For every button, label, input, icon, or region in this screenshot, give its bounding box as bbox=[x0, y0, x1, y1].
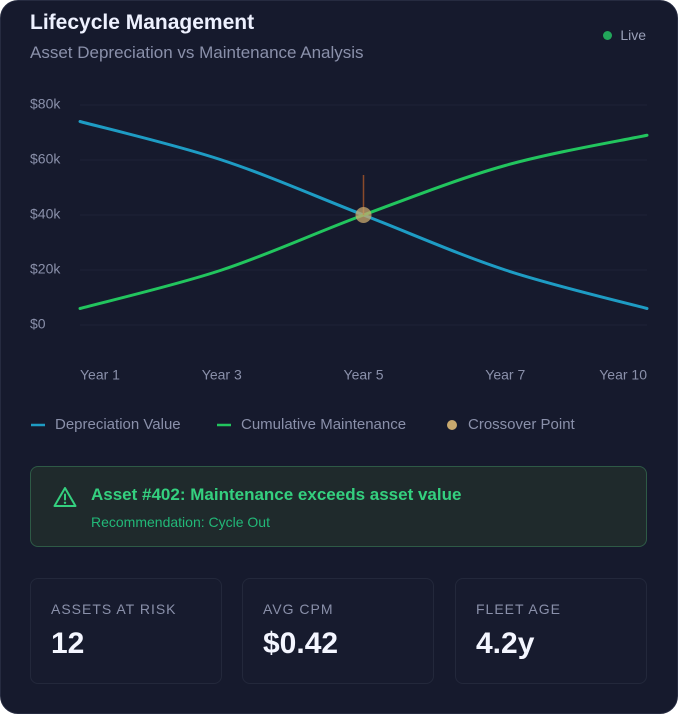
x-tick-label: Year 1 bbox=[80, 367, 120, 383]
y-tick-label: $0 bbox=[30, 316, 46, 332]
stat-label: FLEET AGE bbox=[476, 601, 561, 617]
chart: $0 $20k $40k $60k $80k Year 1 Year 3 Year 5 Year… bbox=[30, 96, 649, 433]
stat-label: AVG CPM bbox=[263, 601, 334, 617]
stat-label: ASSETS AT RISK bbox=[51, 601, 177, 617]
y-tick-label: $60k bbox=[30, 151, 61, 167]
alert-recommendation: Recommendation: Cycle Out bbox=[91, 514, 270, 530]
warning-icon bbox=[53, 487, 77, 507]
stat-card: FLEET AGE 4.2y bbox=[455, 578, 647, 684]
stat-card: AVG CPM $0.42 bbox=[242, 578, 434, 684]
stat-value: 12 bbox=[51, 627, 85, 660]
stat-value: 4.2y bbox=[476, 627, 535, 660]
alert-title: Asset #402: Maintenance exceeds asset va… bbox=[91, 485, 462, 504]
y-tick-label: $80k bbox=[30, 96, 61, 112]
crossover-point bbox=[355, 207, 372, 223]
legend-label: Crossover Point bbox=[468, 416, 576, 433]
alert: Asset #402: Maintenance exceeds asset va… bbox=[30, 466, 647, 547]
x-tick-label: Year 5 bbox=[344, 367, 384, 383]
live-dot bbox=[603, 30, 613, 40]
live-label: Live bbox=[620, 27, 646, 43]
stat-card: ASSETS AT RISK 12 bbox=[30, 578, 222, 684]
y-tick-label: $20k bbox=[30, 261, 61, 277]
legend-label: Depreciation Value bbox=[55, 416, 181, 433]
subtitle: Asset Depreciation vs Maintenance Analys… bbox=[30, 43, 364, 62]
stat-value: $0.42 bbox=[263, 627, 339, 660]
x-tick-label: Year 10 bbox=[599, 367, 647, 383]
y-tick-label: $40k bbox=[30, 206, 61, 222]
live-status: Live bbox=[603, 27, 646, 43]
legend-label: Cumulative Maintenance bbox=[241, 416, 406, 433]
title: Lifecycle Management bbox=[30, 11, 255, 34]
x-tick-label: Year 7 bbox=[485, 367, 525, 383]
x-tick-label: Year 3 bbox=[202, 367, 242, 383]
legend-swatch bbox=[447, 420, 457, 430]
